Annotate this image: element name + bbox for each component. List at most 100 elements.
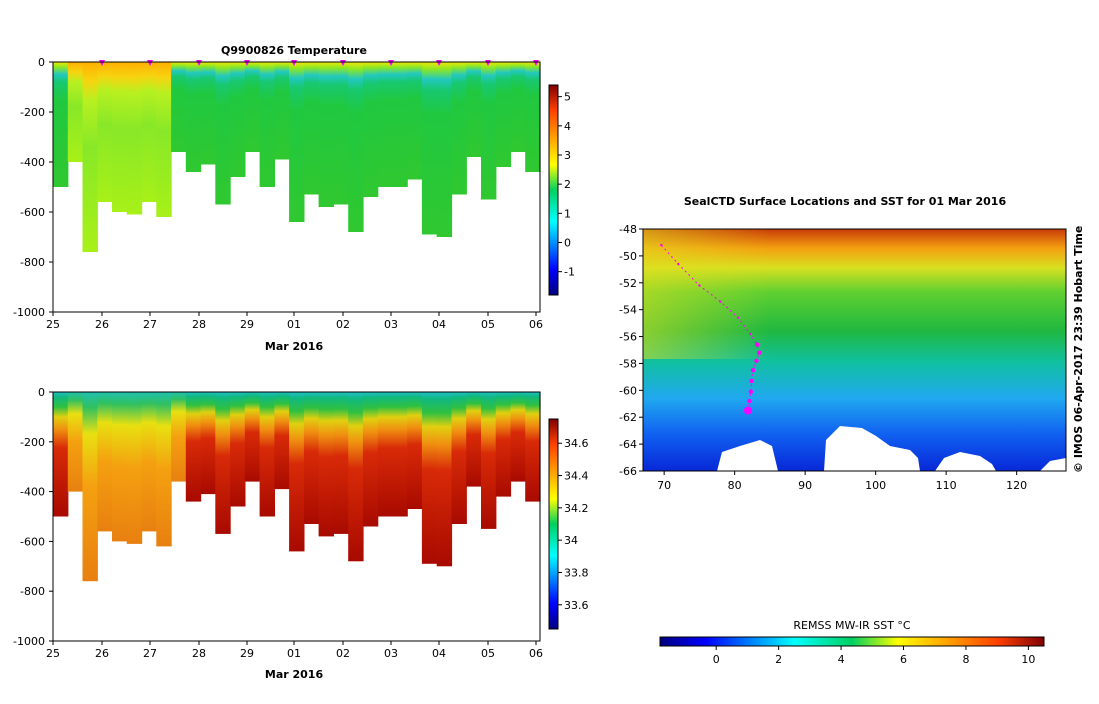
profile-column [407,62,423,180]
salinity-plot-frame [52,391,541,642]
profile-column [289,392,305,552]
track-point [698,284,701,287]
map-y-tick-label: -54 [619,304,637,317]
profile-column [244,62,261,152]
x-tick-label: 01 [287,647,301,660]
profile-column [200,62,216,165]
profile-column [67,62,84,162]
y-tick-label: 0 [38,56,45,69]
y-tick-label: -400 [20,156,45,169]
profile-column [97,392,113,532]
track-point [754,358,759,363]
profile-column [185,392,202,502]
profile-column [274,392,290,490]
x-tick-label: 25 [46,647,60,660]
track-point [737,316,740,319]
map-y-tick-label: -52 [619,277,637,290]
x-tick-label: 27 [143,318,157,331]
profile-column [185,62,202,172]
x-tick-label: 04 [432,647,446,660]
profile-column [392,62,408,187]
colorbar-tick-label: 2 [564,178,571,191]
map-y-tick-label: -56 [619,331,637,344]
profile-column [318,392,334,537]
profile-column [510,392,526,482]
y-tick-label: 0 [38,386,45,399]
map-x-tick-label: 110 [936,479,957,492]
salinity-x-label: Mar 2016 [265,668,324,681]
profile-column [451,392,467,524]
colorbar-tick-label: 34.4 [564,470,589,483]
map-x-tick-label: 120 [1006,479,1027,492]
y-tick-label: -200 [20,106,45,119]
sst-map-panel: SealCTD Surface Locations and SST for 01… [619,195,1067,666]
timestamp: © IMOS 06-Apr-2017 23:39 Hobart Time [1072,226,1085,473]
profile-column [466,62,482,157]
x-tick-label: 25 [46,318,60,331]
profile-column [289,62,305,222]
track-point [660,243,663,247]
x-tick-label: 29 [240,647,254,660]
profile-column [112,392,128,542]
profile-column [230,392,246,507]
profile-column [215,392,231,534]
x-tick-label: 26 [95,647,109,660]
track-point [747,398,752,404]
profile-column [82,62,98,252]
profile-column [274,62,290,160]
y-tick-label: -800 [20,585,45,598]
profile-column [333,392,349,534]
y-tick-label: -200 [20,436,45,449]
seal-track-points [660,243,762,415]
y-tick-label: -400 [20,486,45,499]
profile-column [362,62,379,197]
temperature-panel: Q9900826 Temperature 0 -200 -400 -600 -800 -1… [13,44,575,353]
temperature-plot-frame [52,61,541,313]
profile-column [126,392,143,544]
profile-column [318,62,334,207]
x-tick-label: 28 [192,647,206,660]
salinity-data-columns [53,392,541,582]
x-tick-label: 03 [384,318,398,331]
temperature-title: Q9900826 Temperature [221,44,367,57]
profile-column [436,62,453,237]
profile-column [126,62,143,215]
y-tick-label: -600 [20,535,45,548]
colorbar-tick-label: 33.8 [564,566,589,579]
colorbar-tick-label: 33.6 [564,599,589,612]
temperature-x-label: Mar 2016 [265,340,324,353]
map-title: SealCTD Surface Locations and SST for 01… [684,195,1007,208]
colorbar-tick-label: 4 [564,120,571,133]
colorbar-tick-label: 34.6 [564,437,589,450]
x-tick-label: 02 [336,318,350,331]
y-tick-label: -1000 [13,635,45,648]
x-tick-label: 04 [432,318,446,331]
track-point [750,368,756,373]
sst-colorbar-tick-label: 8 [962,653,969,666]
salinity-colorbar [548,418,559,630]
profile-column [156,392,172,547]
sst-west-warm-tongue [643,229,1066,359]
colorbar-tick-label: 34 [564,534,578,547]
profile-column [215,62,231,205]
track-point [749,332,752,336]
colorbar-tick-label: 5 [564,91,571,104]
colorbar-tick-label: 1 [564,207,571,220]
track-point [757,350,762,355]
profile-column [244,392,261,482]
map-y-tick-label: -50 [619,250,637,263]
profile-column [67,392,84,492]
x-tick-label: 26 [95,318,109,331]
track-point [748,389,754,394]
profile-column [407,392,423,509]
x-tick-label: 28 [192,318,206,331]
profile-column [230,62,246,177]
profile-column [348,392,364,562]
sst-colorbar-label: REMSS MW-IR SST °C [793,619,911,632]
sst-colorbar-tick-label: 6 [900,653,907,666]
profile-column [421,62,438,235]
profile-column [141,392,157,532]
profile-column [259,62,275,187]
profile-column [348,62,364,232]
